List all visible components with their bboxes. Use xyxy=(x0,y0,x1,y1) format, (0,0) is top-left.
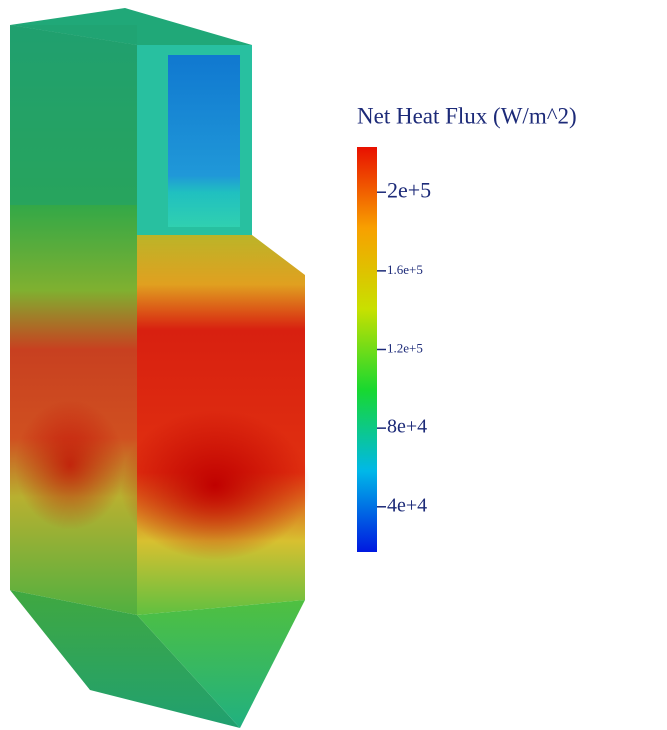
tick-label: 1.2e+5 xyxy=(387,340,423,355)
tick-label: 4e+4 xyxy=(387,494,427,516)
left-upper xyxy=(10,25,137,205)
colorbar xyxy=(357,147,377,552)
hot-spot xyxy=(15,400,125,530)
scene: Net Heat Flux (W/m^2) 4e+4 8e+4 1.2e+5 1.6e… xyxy=(0,0,667,730)
colorbar-title: Net Heat Flux (W/m^2) xyxy=(357,103,577,128)
boiler-model xyxy=(10,8,310,728)
inner-panel xyxy=(168,55,240,227)
tick-label: 1.6e+5 xyxy=(387,262,423,277)
hot-spot xyxy=(120,410,310,560)
tick-label: 2e+5 xyxy=(387,177,431,202)
tick-label: 8e+4 xyxy=(387,416,427,438)
